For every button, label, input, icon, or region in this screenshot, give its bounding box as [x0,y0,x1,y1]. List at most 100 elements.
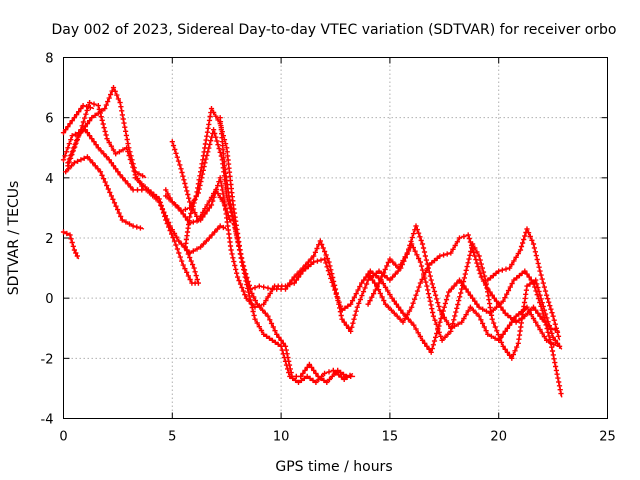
data-point-marker [169,231,175,237]
data-point-marker [263,298,269,304]
data-point-marker [63,149,69,155]
data-point-marker [533,319,539,325]
data-point-marker [555,375,561,381]
data-point-marker [419,337,426,343]
data-point-marker [530,304,537,310]
data-point-marker [353,291,359,297]
data-point-marker [394,313,400,319]
data-point-marker [106,157,112,163]
data-point-marker [434,296,440,302]
data-point-marker [413,292,419,298]
data-point-marker [102,179,108,185]
data-point-marker [382,284,389,290]
data-point-marker [338,303,344,309]
data-point-marker [504,325,510,331]
data-point-marker [125,181,131,187]
data-point-marker [232,222,238,228]
data-point-marker [404,312,410,318]
data-point-marker [119,217,125,223]
data-point-marker [200,241,207,247]
data-point-marker [178,208,184,214]
data-point-marker [412,296,418,302]
data-point-marker [527,281,533,287]
data-point-marker [516,317,522,323]
data-point-marker [193,194,199,200]
data-point-marker [491,295,497,301]
data-point-marker [374,284,380,290]
data-point-marker [136,171,142,177]
data-point-marker [208,202,215,208]
data-point-marker [413,223,419,229]
data-point-marker [127,184,134,190]
data-point-marker [300,268,306,274]
data-point-marker [496,337,502,343]
data-point-marker [459,319,465,325]
data-point-marker [544,337,550,343]
data-point-marker [276,334,282,340]
data-point-marker [461,233,467,240]
data-point-marker [79,123,85,129]
data-point-marker [542,288,549,294]
data-point-marker [352,312,358,318]
data-point-marker [541,334,547,340]
data-point-marker [406,308,413,314]
data-point-marker [199,171,206,177]
data-point-marker [448,286,454,292]
data-point-marker [166,196,172,202]
data-point-marker [76,109,82,115]
data-point-marker [125,149,131,155]
y-axis-label: SDTVAR / TECUs [6,181,22,296]
data-point-marker [332,287,338,293]
data-point-marker [318,257,324,263]
data-point-marker [233,230,239,236]
data-point-marker [496,268,502,274]
data-point-marker [97,169,104,175]
data-point-marker [451,283,457,289]
data-point-marker [233,266,239,272]
data-point-marker [66,156,72,162]
data-point-marker [232,226,238,232]
data-point-marker [103,132,109,138]
data-point-marker [65,160,71,166]
data-point-marker [474,260,480,266]
data-point-marker [321,377,327,383]
data-point-marker [211,191,217,197]
data-point-marker [547,303,553,309]
data-point-marker [184,247,190,254]
data-point-marker [410,231,417,237]
data-point-marker [330,367,336,373]
data-point-marker [521,306,527,312]
data-point-marker [522,313,528,319]
data-point-marker [427,273,433,279]
data-point-marker [110,85,117,91]
data-point-marker [509,355,515,361]
data-point-marker [240,263,246,269]
data-point-marker [74,138,80,144]
data-point-marker [433,334,439,340]
data-point-marker [193,273,199,279]
data-point-marker [416,255,422,262]
data-point-marker [195,280,201,286]
data-point-marker [461,275,467,281]
x-tick-label: 0 [59,430,67,445]
data-point-marker [539,276,545,282]
data-point-marker [465,289,471,295]
data-point-marker [414,252,420,258]
data-point-marker [410,300,416,306]
data-point-marker [310,377,316,383]
data-point-marker [156,196,162,202]
y-tick-label: -4 [41,413,54,428]
data-point-marker [473,257,479,263]
data-point-marker [192,210,198,216]
data-point-marker [435,300,441,306]
data-point-marker [521,236,527,243]
data-point-marker [268,320,275,326]
data-point-marker [179,258,185,264]
data-point-marker [417,333,423,340]
data-point-marker [213,187,219,193]
data-point-marker [325,268,331,274]
data-point-marker [553,363,559,370]
data-point-marker [170,143,177,149]
data-point-marker [228,205,234,211]
